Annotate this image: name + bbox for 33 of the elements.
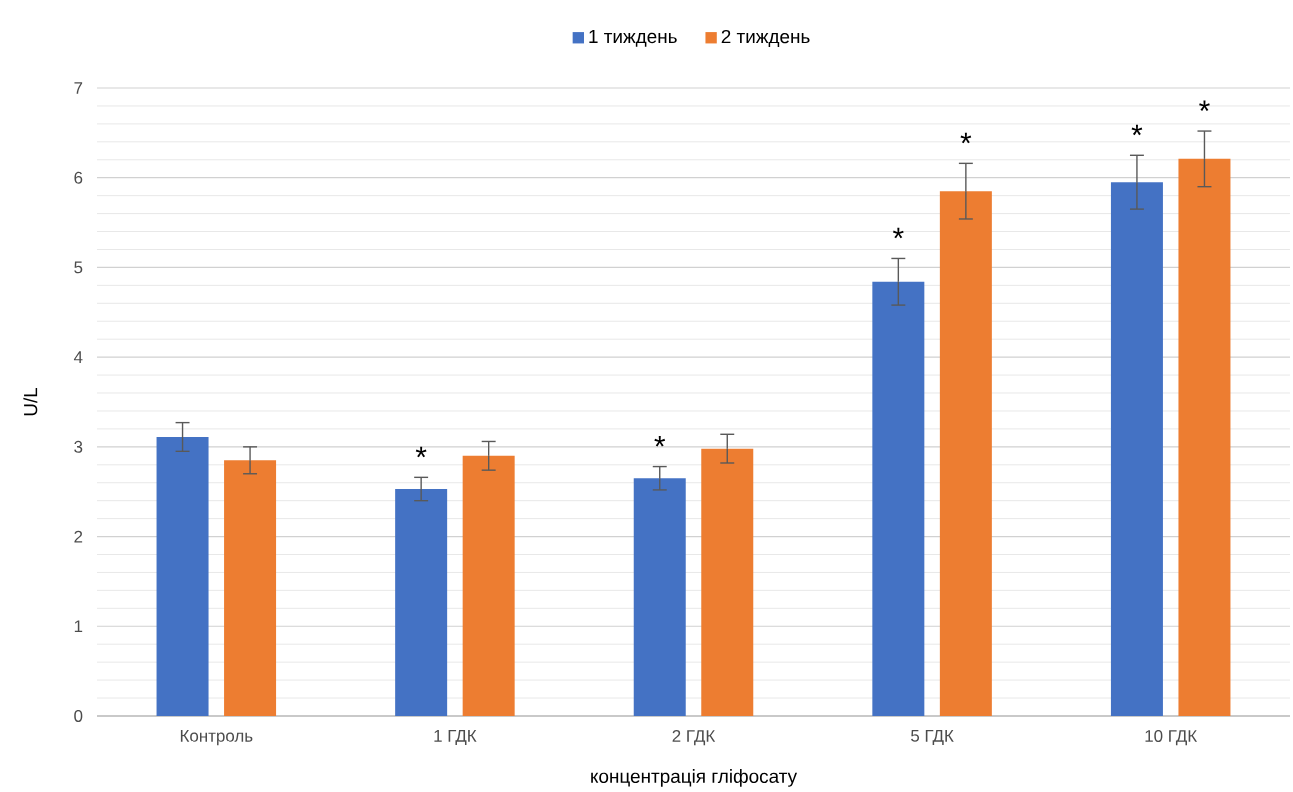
y-tick-label: 5: [74, 261, 83, 274]
y-tick-label: 1: [74, 620, 83, 632]
annotation: *: [1199, 100, 1210, 111]
bar: [872, 281, 925, 716]
bar: [395, 488, 448, 716]
bar: [1110, 181, 1163, 716]
annotation: *: [960, 132, 972, 144]
y-tick-label: 3: [74, 440, 83, 453]
legend-label: 1 тиждень: [589, 29, 677, 47]
x-tick-label: 10 ГДК: [1145, 729, 1198, 745]
annotation: *: [415, 446, 427, 458]
bar: [633, 478, 686, 716]
y-tick-label: 6: [74, 171, 83, 184]
y-tick-label: 0: [74, 709, 83, 722]
bar: [939, 190, 992, 716]
bar: [156, 436, 209, 716]
bar: [701, 448, 754, 716]
x-tick-label: Контроль: [180, 729, 253, 745]
y-tick-label: 2: [74, 530, 83, 543]
bar: [1178, 158, 1231, 716]
x-axis-title: концентрація гліфосату: [591, 768, 798, 787]
annotation: *: [654, 435, 666, 447]
annotation: *: [892, 227, 904, 239]
bar: [462, 455, 515, 716]
x-tick-label: 1 ГДК: [434, 729, 477, 745]
y-axis-title: U/L: [23, 387, 38, 416]
x-tick-label: 5 ГДК: [911, 729, 954, 745]
y-tick-label: 4: [73, 351, 83, 363]
bar: [224, 460, 277, 716]
x-tick-label: 2 ГДК: [672, 729, 716, 745]
legend-label: 2 тиждень: [721, 29, 810, 47]
annotation: *: [1131, 124, 1143, 135]
y-tick-label: 7: [74, 81, 83, 94]
